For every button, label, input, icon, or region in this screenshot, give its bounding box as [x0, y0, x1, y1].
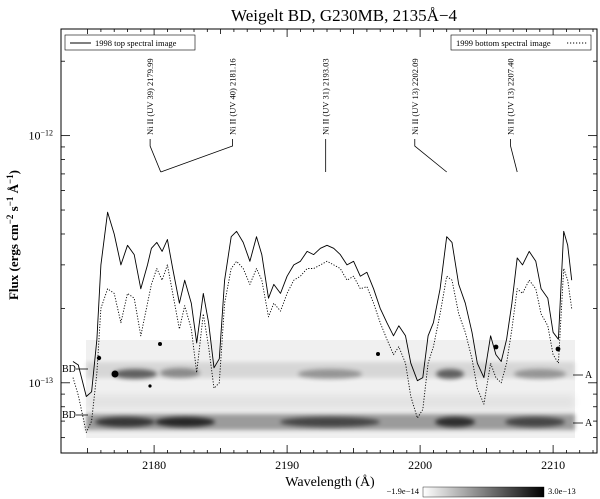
y-axis-ticks: 10−12 10−13 [28, 60, 597, 439]
line-id-label: Ni II (UV 31) 2193.03 [321, 58, 331, 135]
x-tick-label: 2210 [541, 458, 565, 472]
legend-dotted-label: 1999 bottom spectral image [456, 38, 551, 48]
y-label-sup: −1 [5, 174, 15, 184]
lower-streak-feature [280, 417, 380, 427]
hot-pixel [96, 355, 102, 361]
y-axis-label: Flux (ergs cm−2 s−1 Å−1) [5, 170, 21, 300]
colorbar-gradient [422, 486, 545, 498]
upper-streak-feature [160, 368, 200, 378]
y-label-sup: −1 [5, 196, 15, 206]
legend-box [64, 34, 196, 51]
y-label-part: ) [6, 170, 21, 174]
image-label-a-lower: A [585, 418, 593, 429]
line-id-leader [510, 139, 518, 173]
x-axis-label: Wavelength (Å) [285, 474, 375, 490]
series-line-2 [72, 260, 573, 433]
lower-streak-feature [435, 417, 475, 427]
legend-dotted: 1999 bottom spectral image [450, 34, 592, 51]
line-id-label: Ni II (UV 13) 2202.09 [410, 58, 420, 135]
upper-streak-feature [436, 369, 464, 379]
hot-pixel [148, 384, 152, 388]
y-label-sup: −2 [5, 214, 15, 224]
upper-streak-feature [298, 369, 362, 379]
faint-band [86, 395, 575, 409]
hot-pixel [493, 344, 499, 350]
chart-title: Weigelt BD, G230MB, 2135Å−4 [231, 6, 457, 25]
y-tick-label: 10−13 [28, 375, 53, 390]
image-label-bd-lower: BD [62, 410, 76, 421]
spectral-image-panel [86, 340, 575, 438]
colorbar-min-label: −1.9e−14 [387, 486, 420, 496]
legend-solid-label: 1998 top spectral image [95, 38, 177, 48]
colorbar-max-label: 3.0e−13 [548, 486, 576, 496]
lower-streak-feature [155, 417, 215, 427]
upper-streak-feature [514, 369, 566, 379]
legend-box [450, 34, 592, 51]
image-label-bd-upper: BD [62, 364, 76, 375]
legend-solid: 1998 top spectral image [64, 34, 196, 51]
plot-frame [60, 28, 598, 454]
x-tick-label: 2200 [408, 458, 432, 472]
line-id-leader [160, 139, 233, 173]
hot-pixel [555, 346, 561, 352]
series-layer [72, 211, 573, 433]
lower-streak-feature [505, 417, 565, 427]
series-line-1 [72, 211, 573, 397]
hot-pixel [376, 352, 380, 356]
lower-streak-feature [95, 417, 155, 427]
image-label-a-upper: A [585, 370, 593, 381]
x-axis-ticks: 2180 2190 2200 2210 [87, 29, 594, 472]
y-label-part: s [6, 206, 21, 214]
line-id-leader [414, 139, 447, 173]
line-id-label: Ni II (UV 39) 2179.99 [145, 58, 155, 135]
y-label-part: Å [6, 183, 21, 196]
line-id-label: Ni II (UV 40) 2181.16 [228, 58, 238, 135]
line-id-label: Ni II (UV 13) 2207.40 [506, 58, 516, 135]
y-label-part: Flux (ergs cm [6, 224, 21, 300]
line-annotations: Ni II (UV 39) 2179.99 Ni II (UV 40) 2181.… [145, 58, 518, 173]
x-tick-label: 2190 [275, 458, 299, 472]
upper-streak-feature [113, 369, 157, 379]
line-id-leader [149, 139, 162, 173]
y-tick-label: 10−12 [28, 128, 53, 143]
colorbar: −1.9e−14 3.0e−13 [387, 486, 576, 498]
hot-pixel [111, 370, 119, 378]
hot-pixel [158, 342, 162, 346]
x-tick-label: 2180 [142, 458, 166, 472]
